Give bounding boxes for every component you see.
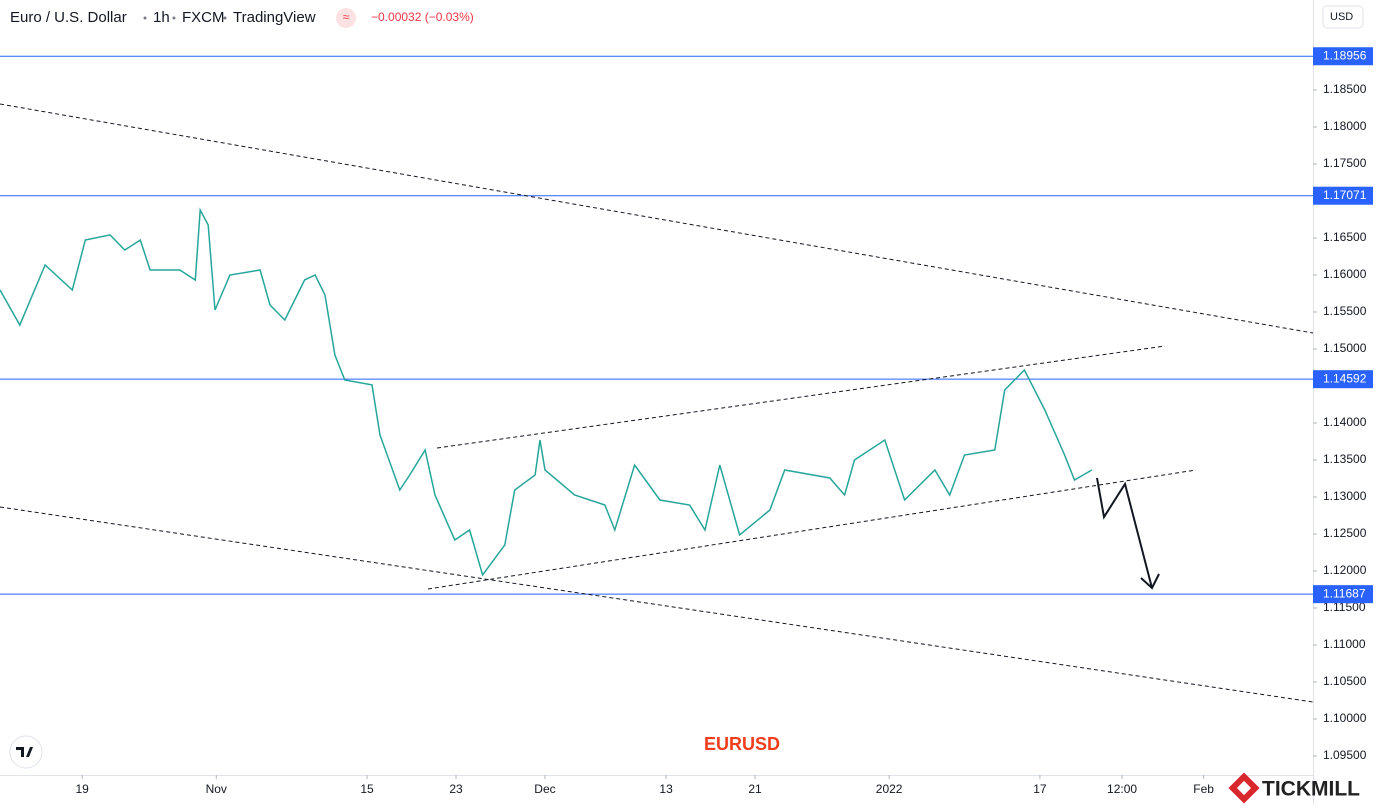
level-label-bg: [1313, 585, 1373, 604]
y-tick-label: 1.18500: [1323, 82, 1367, 96]
level-label: 1.14592: [1323, 371, 1367, 385]
level-label-bg: [1313, 47, 1373, 66]
y-tick-label: 1.16500: [1323, 230, 1367, 244]
tv-logo-glyph: [16, 747, 33, 757]
y-tick-label: 1.12000: [1323, 563, 1367, 577]
x-tick-label: Nov: [206, 782, 227, 796]
price-change: −0.00032 (−0.03%): [371, 10, 474, 24]
y-tick-label: 1.13500: [1323, 452, 1367, 466]
channel-line: [436, 345, 1166, 449]
x-tick-label: 2022: [876, 782, 903, 796]
tv-logo[interactable]: [9, 735, 43, 769]
level-label: 1.18956: [1323, 48, 1367, 62]
x-tick-label: 19: [75, 782, 89, 796]
brand-logo-inner: [1236, 780, 1252, 796]
y-tick-label: 1.16000: [1323, 267, 1367, 281]
y-tick-label: 1.15000: [1323, 341, 1367, 355]
platform: TradingView: [233, 9, 316, 26]
projection-arrow: [1096, 477, 1153, 589]
x-tick-label: 13: [659, 782, 673, 796]
y-tick-label: 1.14000: [1323, 415, 1367, 429]
currency[interactable]: USD: [1330, 11, 1353, 23]
y-tick-label: 1.18000: [1323, 119, 1367, 133]
x-tick-label: 21: [748, 782, 762, 796]
header: Euro / U.S. Dollar 1h FXCM TradingView ≈…: [10, 8, 474, 28]
arrow-head: [1140, 573, 1160, 590]
x-tick-label: 12:00: [1107, 782, 1137, 796]
x-tick-label: Dec: [534, 782, 555, 796]
currency-button[interactable]: [1322, 5, 1364, 29]
symbol-title: Euro / U.S. Dollar: [10, 9, 127, 26]
x-tick-label: 17: [1033, 782, 1047, 796]
market-icon-glyph: ≈: [343, 10, 350, 24]
y-tick-label: 1.10500: [1323, 674, 1367, 688]
y-tick-label: 1.13000: [1323, 489, 1367, 503]
trend-line: [0, 506, 1314, 703]
y-tick-label: 1.10000: [1323, 711, 1367, 725]
source: FXCM: [182, 9, 225, 26]
y-tick-label: 1.11500: [1323, 600, 1366, 614]
x-tick-label: 15: [360, 782, 374, 796]
y-tick-label: 1.09500: [1323, 748, 1367, 762]
market-icon: [336, 8, 356, 28]
x-tick-label: 23: [449, 782, 463, 796]
level-label: 1.17071: [1323, 188, 1367, 202]
channel-line: [427, 469, 1197, 590]
separator: [223, 16, 227, 20]
brand: TICKMILL: [1262, 778, 1360, 801]
price-line: [0, 207, 1093, 577]
y-tick-label: 1.12500: [1323, 526, 1367, 540]
separator: [143, 16, 147, 20]
trend-line: [0, 103, 1314, 334]
y-tick-label: 1.15500: [1323, 304, 1367, 318]
separator: [172, 16, 176, 20]
level-label-bg: [1313, 186, 1373, 205]
level-label: 1.11687: [1323, 586, 1366, 600]
drawings: [0, 103, 1314, 703]
interval: 1h: [153, 9, 170, 26]
x-tick-label: Feb: [1193, 782, 1214, 796]
annotation: EURUSD: [704, 734, 780, 754]
y-tick-label: 1.11000: [1323, 637, 1366, 651]
level-label-bg: [1313, 370, 1373, 389]
y-tick-label: 1.17500: [1323, 156, 1367, 170]
